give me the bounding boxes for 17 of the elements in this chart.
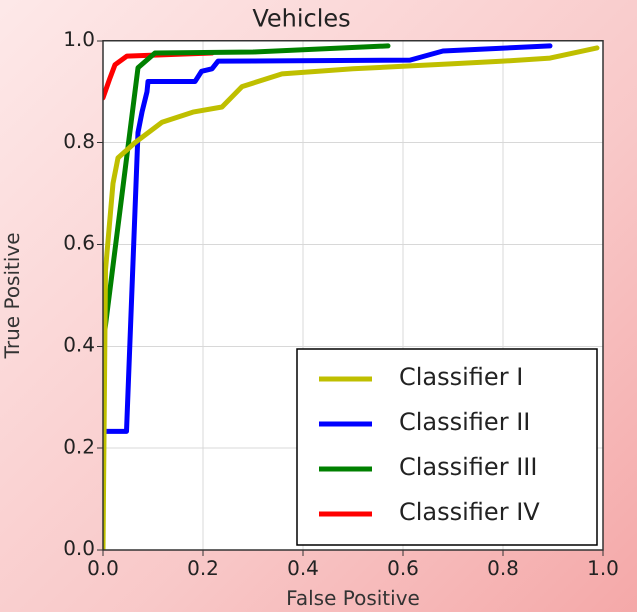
legend-label: Classifier II bbox=[399, 408, 530, 436]
x-tick-label: 0.4 bbox=[287, 556, 319, 580]
chart-title: Vehicles bbox=[252, 4, 351, 33]
y-axis-title: True Positive bbox=[0, 232, 24, 360]
y-tick-label: 0.4 bbox=[63, 332, 95, 357]
x-tick-label: 0.6 bbox=[387, 556, 419, 580]
legend-label: Classifier III bbox=[399, 453, 538, 482]
y-tick-label: 0.2 bbox=[63, 434, 95, 458]
x-tick-label: 0.8 bbox=[487, 556, 519, 580]
x-tick-label: 0.2 bbox=[187, 556, 219, 580]
legend-label: Classifier I bbox=[399, 363, 524, 392]
legend-label: Classifier IV bbox=[399, 498, 540, 526]
y-tick-label: 1.0 bbox=[63, 27, 95, 52]
x-tick-label: 1.0 bbox=[587, 556, 619, 580]
x-axis-title: False Positive bbox=[286, 586, 420, 610]
y-tick-label: 0.8 bbox=[63, 128, 95, 153]
y-tick-label: 0.6 bbox=[63, 230, 95, 255]
